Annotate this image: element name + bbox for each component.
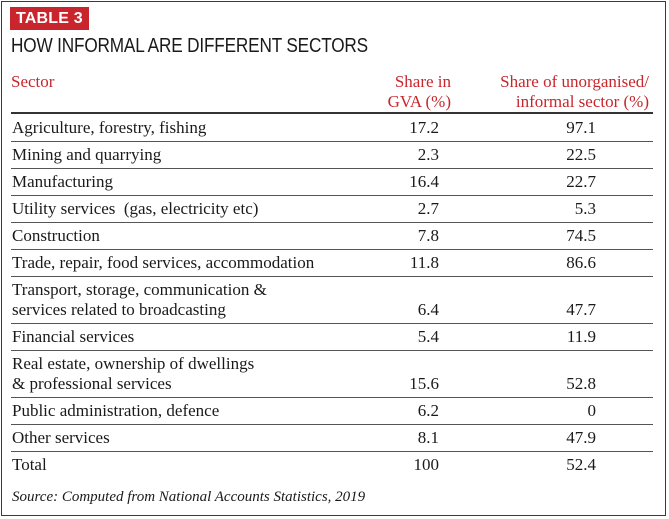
table-title: HOW INFORMAL ARE DIFFERENT SECTORS: [11, 35, 368, 57]
cell-informal: 11.9: [566, 327, 596, 346]
cell-sector: Transport, storage, communication & serv…: [11, 277, 339, 323]
cell-informal: 22.5: [566, 145, 596, 164]
cell-informal: 22.7: [566, 172, 596, 191]
cell-sector: Manufacturing: [12, 172, 114, 191]
cell-informal: 86.6: [566, 253, 596, 272]
cell-gva: 2.7: [417, 199, 439, 218]
cell-informal: 52.8: [566, 374, 596, 393]
cell-sector: Utility services (gas, electricity etc): [12, 199, 259, 218]
cell-gva: 100: [413, 455, 440, 474]
header-divider: [11, 112, 653, 114]
table-row: Real estate, ownership of dwellings & pr…: [11, 351, 653, 398]
cell-gva: 15.6: [409, 374, 439, 393]
header-share-gva-line2: GVA (%): [387, 92, 451, 111]
cell-sector-line2: services related to broadcasting: [12, 300, 226, 319]
cell-informal: 47.9: [566, 428, 596, 447]
cell-sector: Trade, repair, food services, accommodat…: [12, 253, 315, 272]
cell-gva: 6.2: [417, 401, 439, 420]
cell-gva: 5.4: [417, 327, 439, 346]
cell-informal: 0: [587, 401, 597, 420]
header-share-informal-line2: informal sector (%): [515, 92, 649, 111]
cell-informal: 5.3: [574, 199, 596, 218]
cell-sector-line1: Transport, storage, communication &: [12, 280, 267, 299]
table-row: Manufacturing 16.4 22.7: [11, 169, 653, 196]
cell-sector: Construction: [12, 226, 100, 245]
cell-sector: Public administration, defence: [12, 401, 220, 420]
cell-gva: 7.8: [417, 226, 439, 245]
table-body: Agriculture, forestry, fishing 17.2 97.1…: [11, 115, 653, 478]
cell-gva: 8.1: [417, 428, 439, 447]
table-row: Utility services (gas, electricity etc) …: [11, 196, 653, 223]
cell-gva: 11.8: [409, 253, 439, 272]
cell-sector-line1: Real estate, ownership of dwellings: [12, 354, 255, 373]
table-row: Other services 8.1 47.9: [11, 425, 653, 452]
cell-informal: 97.1: [566, 118, 596, 137]
cell-gva: 17.2: [409, 118, 439, 137]
cell-sector: Mining and quarrying: [12, 145, 162, 164]
header-share-gva-line1: Share in: [394, 72, 451, 91]
cell-sector: Real estate, ownership of dwellings & pr…: [11, 351, 339, 397]
table-row: Construction 7.8 74.5: [11, 223, 653, 250]
cell-sector: Other services: [12, 428, 110, 447]
cell-sector: Total: [12, 455, 47, 474]
header-share-informal: Share of unorganised/ informal sector (%…: [500, 72, 649, 112]
table-badge: TABLE 3: [10, 7, 89, 30]
table-row: Public administration, defence 6.2 0: [11, 398, 653, 425]
cell-gva: 16.4: [409, 172, 439, 191]
table-row-total: Total 100 52.4: [11, 452, 653, 478]
cell-informal: 47.7: [566, 300, 596, 319]
table-row: Trade, repair, food services, accommodat…: [11, 250, 653, 277]
header-share-informal-line1: Share of unorganised/: [500, 72, 649, 91]
cell-informal: 52.4: [566, 455, 596, 474]
cell-sector: Financial services: [12, 327, 135, 346]
cell-sector: Agriculture, forestry, fishing: [12, 118, 207, 137]
cell-sector-line2: & professional services: [12, 374, 172, 393]
source-note: Source: Computed from National Accounts …: [12, 489, 366, 505]
cell-gva: 6.4: [417, 300, 439, 319]
table-row: Agriculture, forestry, fishing 17.2 97.1: [11, 115, 653, 142]
table-row: Mining and quarrying 2.3 22.5: [11, 142, 653, 169]
header-sector: Sector: [11, 72, 55, 91]
header-share-gva: Share in GVA (%): [388, 72, 451, 112]
table-row: Transport, storage, communication & serv…: [11, 277, 653, 324]
cell-informal: 74.5: [566, 226, 596, 245]
cell-gva: 2.3: [417, 145, 439, 164]
table-row: Financial services 5.4 11.9: [11, 324, 653, 351]
